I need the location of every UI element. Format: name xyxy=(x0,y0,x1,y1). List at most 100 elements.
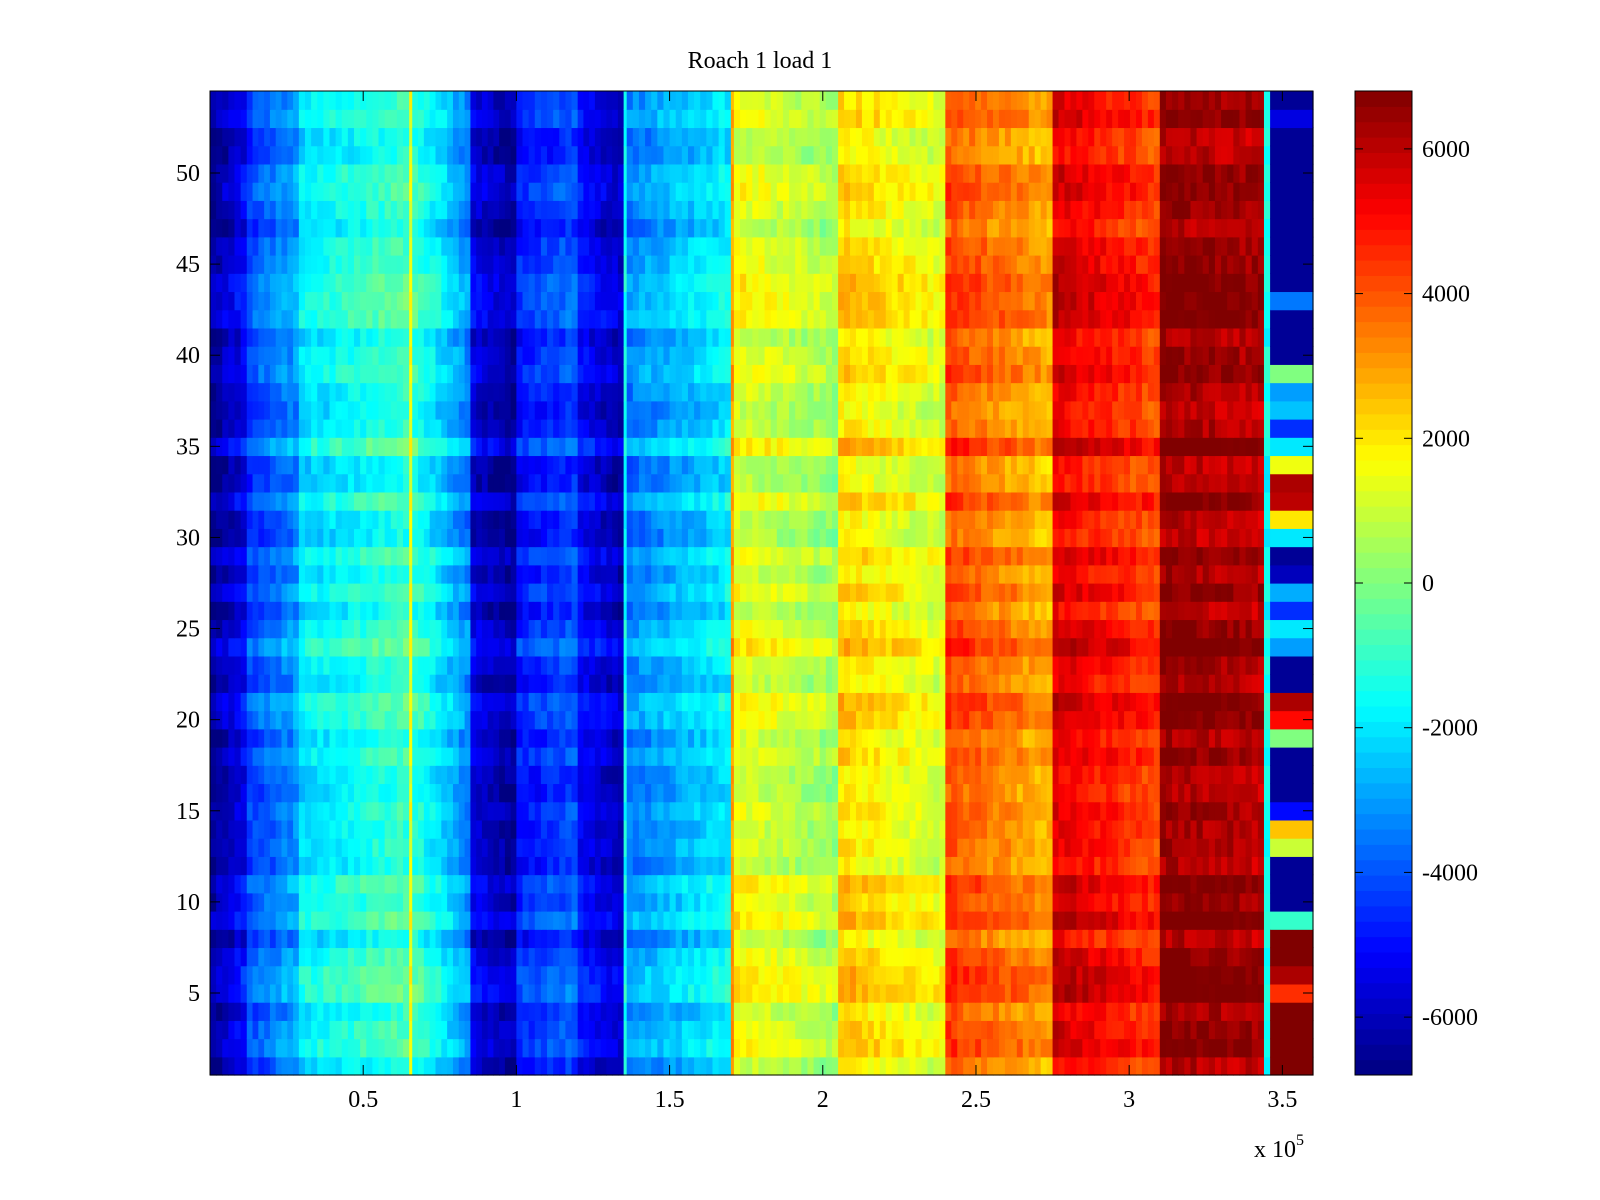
heatmap-cell xyxy=(366,255,373,274)
heatmap-cell xyxy=(429,637,437,657)
heatmap-cell xyxy=(553,182,560,201)
heatmap-cell xyxy=(287,382,294,402)
heatmap-cell xyxy=(559,728,567,748)
heatmap-cell xyxy=(481,892,489,912)
heatmap-cell xyxy=(323,1020,331,1040)
heatmap-cell xyxy=(724,710,732,730)
heatmap-cell xyxy=(287,564,294,584)
heatmap-cell xyxy=(228,218,236,238)
heatmap-cell xyxy=(258,145,265,165)
heatmap-cell xyxy=(234,783,242,803)
heatmap-cell xyxy=(311,911,318,930)
heatmap-cell xyxy=(663,163,671,183)
heatmap-cell xyxy=(499,965,506,985)
heatmap-cell xyxy=(583,856,590,876)
heatmap-cell xyxy=(565,382,573,402)
heatmap-cell xyxy=(789,1020,796,1040)
heatmap-cell xyxy=(228,892,236,912)
heatmap-cell xyxy=(269,911,277,930)
heatmap-cell xyxy=(470,801,477,821)
heatmap-cell xyxy=(663,655,671,675)
heatmap-cell xyxy=(246,182,254,201)
heatmap-cell xyxy=(606,765,613,785)
heatmap-cell xyxy=(347,637,355,657)
heatmap-cell xyxy=(565,1038,573,1058)
heatmap-cell xyxy=(476,273,483,293)
heatmap-cell xyxy=(534,309,542,329)
heatmap-cell xyxy=(594,838,602,857)
heatmap-cell xyxy=(384,965,392,985)
heatmap-cell xyxy=(706,473,714,493)
heatmap-cell xyxy=(681,838,689,857)
heatmap-cell xyxy=(565,637,573,657)
heatmap-cell xyxy=(403,255,410,274)
heatmap-cell xyxy=(825,947,833,967)
heatmap-cell xyxy=(240,765,248,785)
heatmap-cell xyxy=(487,491,494,511)
heatmap-cell xyxy=(583,728,590,748)
heatmap-cell xyxy=(547,564,554,584)
heatmap-cell xyxy=(675,728,683,748)
heatmap-cell xyxy=(447,747,454,766)
heatmap-cell xyxy=(504,546,512,566)
heatmap-cell xyxy=(499,674,506,693)
heatmap-cell xyxy=(246,856,254,876)
heatmap-cell xyxy=(724,528,732,548)
heatmap-cell xyxy=(269,291,277,311)
heatmap-cell xyxy=(712,619,720,639)
heatmap-cell xyxy=(429,400,437,420)
heatmap-cell xyxy=(264,783,271,803)
heatmap-cell xyxy=(481,273,489,293)
heatmap-cell xyxy=(216,911,223,930)
heatmap-cell xyxy=(269,765,277,785)
heatmap-cell xyxy=(246,838,254,857)
heatmap-cell xyxy=(724,674,732,693)
heatmap-cell xyxy=(681,783,689,803)
heatmap-cell xyxy=(228,783,236,803)
heatmap-cell xyxy=(681,455,689,475)
heatmap-cell xyxy=(571,546,579,566)
heatmap-cell xyxy=(429,491,437,511)
heatmap-cell xyxy=(311,783,318,803)
heatmap-cell xyxy=(700,583,707,602)
heatmap-cell xyxy=(423,838,431,857)
heatmap-cell xyxy=(317,400,324,420)
heatmap-cell xyxy=(234,145,242,165)
heatmap-cell xyxy=(706,273,714,293)
heatmap-cell xyxy=(412,200,419,220)
heatmap-cell xyxy=(589,200,596,220)
heatmap-cell xyxy=(487,692,494,712)
heatmap-cell xyxy=(730,710,735,730)
heatmap-cell xyxy=(384,291,392,311)
heatmap-cell xyxy=(645,364,652,384)
heatmap-cell xyxy=(222,765,229,785)
heatmap-cell xyxy=(234,692,242,712)
heatmap-cell xyxy=(499,819,506,839)
heatmap-cell xyxy=(675,637,683,657)
heatmap-cell xyxy=(589,710,596,730)
heatmap-cell xyxy=(423,1056,431,1076)
heatmap-cell xyxy=(623,528,628,548)
heatmap-cell xyxy=(510,309,517,329)
heatmap-cell xyxy=(522,929,530,949)
heatmap-cell xyxy=(740,1056,747,1076)
heatmap-cell xyxy=(675,510,683,529)
heatmap-cell xyxy=(287,728,294,748)
heatmap-cell xyxy=(487,911,494,930)
heatmap-cell xyxy=(341,747,349,766)
heatmap-cell xyxy=(632,309,640,329)
heatmap-cell xyxy=(447,510,454,529)
heatmap-cell xyxy=(577,419,585,438)
heatmap-cell xyxy=(516,856,524,876)
heatmap-cell xyxy=(222,838,229,857)
heatmap-cell xyxy=(700,783,707,803)
heatmap-cell xyxy=(423,856,431,876)
heatmap-cell xyxy=(304,856,312,876)
heatmap-cell xyxy=(553,911,560,930)
heatmap-cell xyxy=(240,783,248,803)
heatmap-cell xyxy=(669,1002,677,1021)
heatmap-cell xyxy=(304,346,312,365)
heatmap-cell xyxy=(384,783,392,803)
heatmap-cell xyxy=(782,929,790,949)
heatmap-cell xyxy=(323,182,331,201)
